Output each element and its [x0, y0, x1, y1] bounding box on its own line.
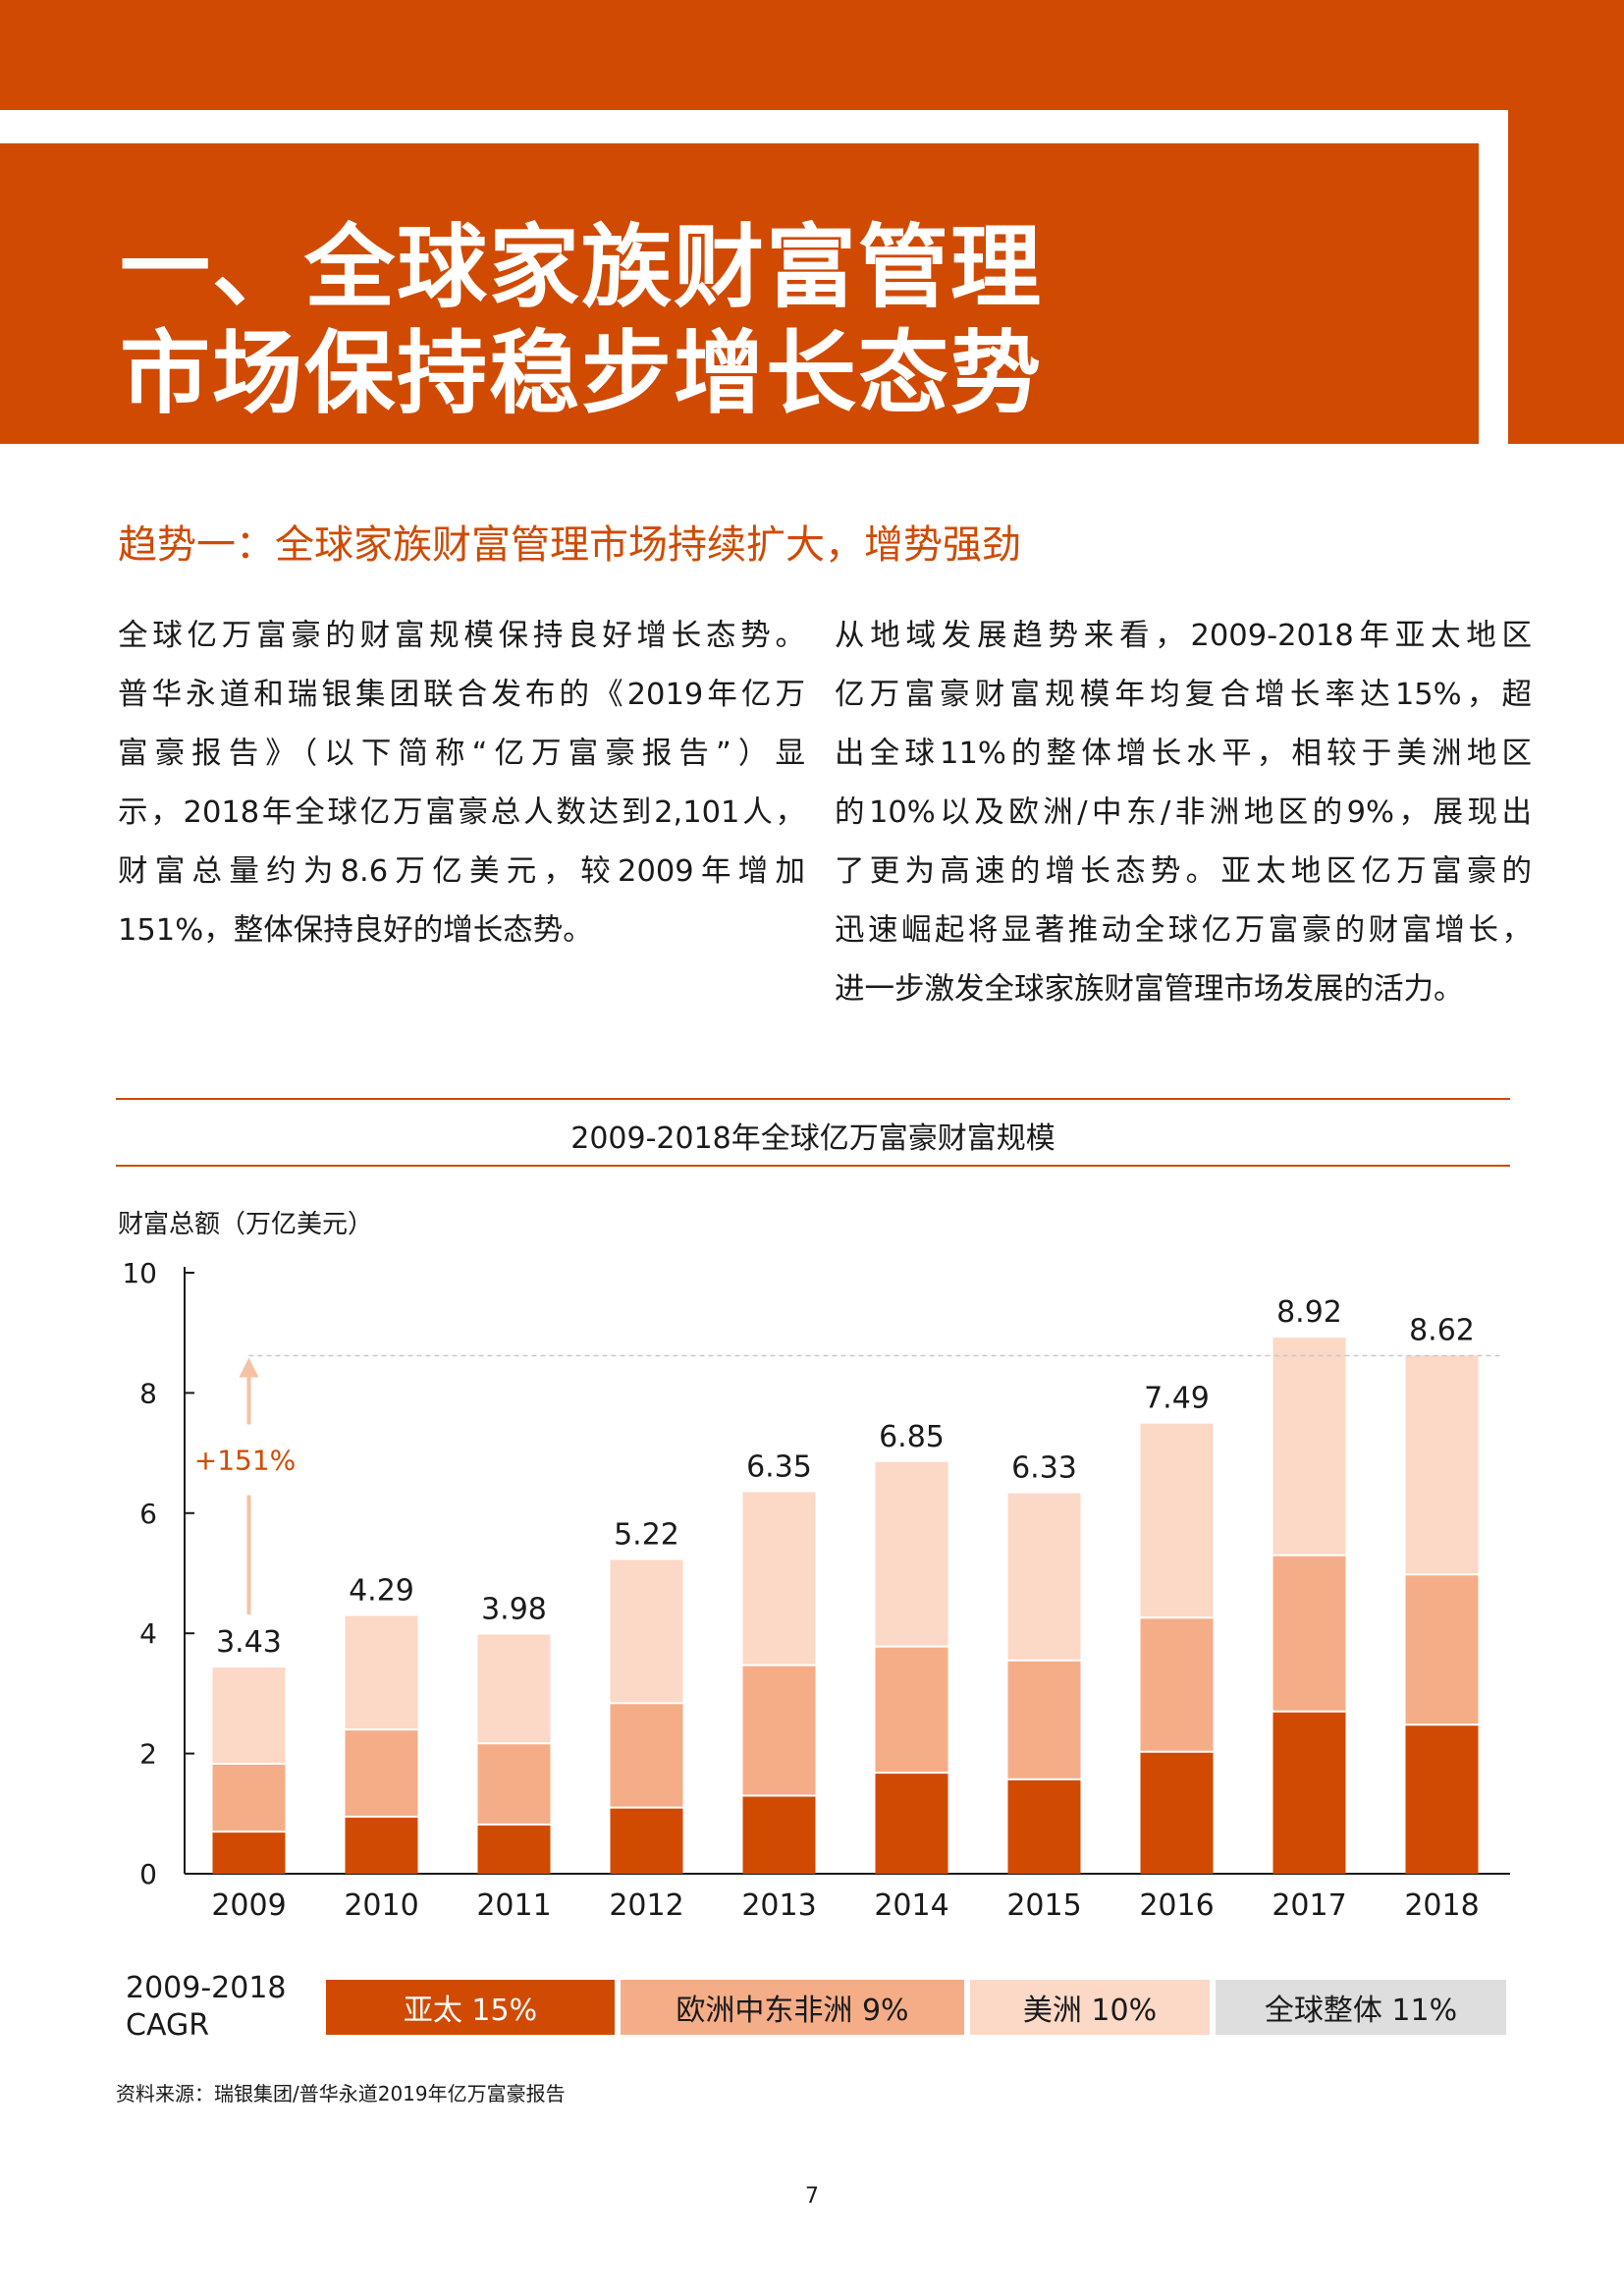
paragraph-line: 全球亿万富豪的财富规模保持良好增长态势。 — [118, 619, 805, 653]
bar-segment — [345, 1615, 418, 1730]
paragraph-line: 出全球11%的整体增长水平，相较于美洲地区 — [835, 737, 1532, 771]
page-title-line-1: 一、全球家族财富管理 — [120, 215, 1044, 320]
y-tick-label: 8 — [139, 1377, 157, 1409]
stacked-bar-chart: 0 2 4 6 8 10 3.43 2009 4.29 2010 3.98 2011 5.22 2012 6… — [122, 1257, 1510, 1923]
bar-segment — [1007, 1493, 1081, 1661]
right-color-band — [1508, 0, 1624, 444]
legend-asia-pacific: 亚太 15% — [326, 1980, 615, 2035]
bar-segment — [477, 1634, 551, 1744]
bar-segment — [212, 1764, 286, 1832]
paragraph-line: 的10%以及欧洲/中东/非洲地区的9%，展现出 — [835, 795, 1532, 830]
paragraph-line: 了更为高速的增长态势。亚太地区亿万富豪的 — [835, 854, 1532, 889]
bar-segment — [875, 1773, 948, 1874]
bar-segment — [477, 1824, 551, 1874]
bar-segment — [1272, 1555, 1346, 1712]
cagr-label-line-1: 2009-2018 — [126, 1971, 287, 2005]
source-note: 资料来源：瑞银集团/普华永道2019年亿万富豪报告 — [116, 2082, 566, 2105]
bar-segment — [1272, 1338, 1346, 1556]
page-title-line-2: 市场保持稳步增长态势 — [120, 321, 1044, 426]
bar-segment — [1007, 1778, 1081, 1874]
bar-segment — [875, 1461, 948, 1647]
legend-global: 全球整体 11% — [1216, 1980, 1506, 2035]
bar-segment — [212, 1667, 286, 1765]
x-tick-label: 2018 — [1404, 1888, 1479, 1923]
paragraph-line: 迅速崛起将显著推动全球亿万富豪的财富增长， — [835, 913, 1532, 948]
bar-segment — [212, 1831, 286, 1874]
bar-segment — [742, 1795, 816, 1874]
body-paragraph-right: 从地域发展趋势来看，2009-2018年亚太地区 亿万富豪财富规模年均复合增长率… — [835, 607, 1532, 1019]
cagr-label-line-2: CAGR — [126, 2008, 210, 2043]
bar-segment — [1405, 1724, 1479, 1874]
legend-americas: 美洲 10% — [970, 1980, 1210, 2035]
chart-title: 2009-2018年全球亿万富豪财富规模 — [570, 1121, 1056, 1156]
paragraph-line: 亿万富豪财富规模年均复合增长率达15%，超 — [835, 678, 1532, 712]
x-tick-label: 2016 — [1139, 1888, 1214, 1923]
growth-arrow-head — [239, 1357, 259, 1378]
x-tick-label: 2011 — [476, 1888, 551, 1923]
bar-segment — [610, 1559, 683, 1704]
bar-total-label: 3.43 — [216, 1625, 282, 1660]
bar-segment — [477, 1743, 551, 1825]
bar-total-label: 7.49 — [1144, 1382, 1210, 1416]
body-paragraph-left: 全球亿万富豪的财富规模保持良好增长态势。 普华永道和瑞银集团联合发布的《2019… — [118, 607, 805, 960]
x-tick-label: 2017 — [1272, 1888, 1346, 1923]
bar-segment — [1140, 1617, 1214, 1752]
bar-total-label: 4.29 — [349, 1573, 414, 1608]
legend-emea: 欧洲中东非洲 9% — [621, 1980, 964, 2035]
bar-total-label: 8.62 — [1409, 1313, 1475, 1347]
bar-total-label: 3.98 — [481, 1592, 547, 1626]
bar-total-label: 6.85 — [879, 1420, 945, 1454]
x-tick-label: 2012 — [609, 1888, 683, 1923]
bar-segment — [742, 1492, 816, 1666]
bar-segment — [1405, 1355, 1479, 1575]
page-number: 7 — [805, 2184, 819, 2209]
paragraph-line: 151%，整体保持良好的增长态势。 — [118, 913, 593, 948]
bar-segment — [1140, 1423, 1214, 1618]
bar-segment — [610, 1703, 683, 1808]
x-tick-label: 2013 — [741, 1888, 816, 1923]
bar-segment — [742, 1665, 816, 1796]
bar-segment — [345, 1816, 418, 1874]
bar-total-label: 5.22 — [614, 1518, 679, 1553]
x-tick-label: 2010 — [344, 1888, 418, 1923]
y-tick-label: 0 — [139, 1858, 157, 1890]
chart-top-rule — [116, 1098, 1510, 1100]
cagr-label: 2009-2018 CAGR — [126, 1970, 287, 2045]
bar-segment — [1007, 1660, 1081, 1779]
bar-segment — [875, 1646, 948, 1774]
paragraph-line: 财富总量约为8.6万亿美元，较2009年增加 — [118, 854, 805, 889]
x-tick-label: 2015 — [1006, 1888, 1081, 1923]
paragraph-line: 从地域发展趋势来看，2009-2018年亚太地区 — [835, 619, 1532, 653]
growth-annotation: +151% — [194, 1444, 297, 1476]
bar-segment — [1405, 1574, 1479, 1725]
bar-total-label: 6.35 — [746, 1449, 812, 1484]
top-color-band — [0, 0, 1624, 110]
y-tick-label: 4 — [139, 1617, 157, 1650]
chart-title-rule — [116, 1165, 1510, 1167]
y-tick-label: 10 — [122, 1257, 157, 1289]
paragraph-line: 普华永道和瑞银集团联合发布的《2019年亿万 — [118, 678, 805, 712]
x-tick-label: 2014 — [874, 1888, 948, 1923]
bar-segment — [1140, 1751, 1214, 1874]
bar-total-label: 6.33 — [1011, 1451, 1077, 1486]
title-banner: 一、全球家族财富管理 市场保持稳步增长态势 — [0, 143, 1479, 444]
y-tick-label: 6 — [139, 1498, 157, 1530]
bar-segment — [345, 1729, 418, 1817]
y-tick-label: 2 — [139, 1738, 157, 1771]
paragraph-line: 示，2018年全球亿万富豪总人数达到2,101人， — [118, 795, 805, 830]
y-axis-label: 财富总额（万亿美元） — [118, 1210, 374, 1239]
section-subheading: 趋势一：全球家族财富管理市场持续扩大，增势强劲 — [118, 522, 1021, 568]
bar-segment — [610, 1807, 683, 1874]
paragraph-line: 富豪报告》（以下简称“亿万富豪报告”）显 — [118, 737, 805, 771]
bar-segment — [1272, 1711, 1346, 1874]
bar-total-label: 8.92 — [1276, 1295, 1342, 1330]
paragraph-line: 进一步激发全球家族财富管理市场发展的活力。 — [835, 972, 1464, 1007]
x-tick-label: 2009 — [211, 1888, 286, 1923]
